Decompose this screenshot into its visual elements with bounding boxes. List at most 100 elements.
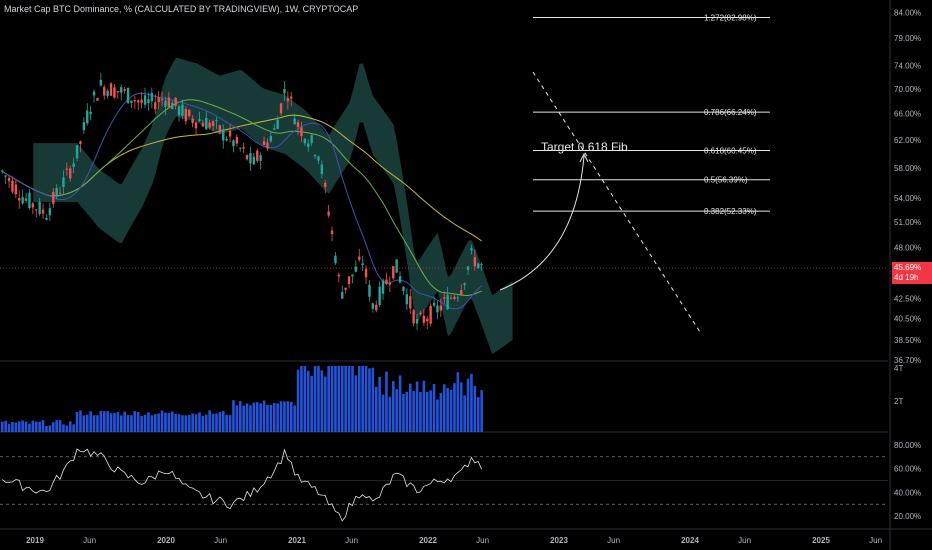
dashed-trendline	[532, 71, 701, 333]
volume-bar-132	[449, 389, 453, 432]
candle-body-88	[300, 127, 303, 137]
volume-bar-28	[96, 415, 99, 432]
fib-label-3: 0.5(56.39%)	[704, 176, 748, 185]
volume-bar-140	[476, 397, 480, 432]
candle-body-71	[242, 147, 245, 149]
volume-bar-9	[31, 420, 35, 432]
candle-body-129	[439, 305, 443, 311]
target-arrow	[499, 155, 585, 291]
candle-body-83	[283, 89, 286, 94]
candle-body-43	[147, 99, 150, 104]
candle-body-11	[38, 201, 41, 215]
volume-bar-110	[374, 386, 378, 432]
candle-body-113	[385, 279, 388, 285]
volume-bar-49	[167, 412, 171, 432]
ichimoku-cloud	[33, 57, 513, 355]
candle-body-30	[103, 87, 106, 96]
candle-body-94	[320, 164, 324, 174]
candle-body-139	[473, 257, 477, 267]
volume-bar-86	[293, 405, 296, 432]
candle-body-89	[303, 138, 307, 144]
volume-bar-141	[480, 390, 483, 432]
volume-bar-100	[340, 366, 344, 432]
price-axis-tick-10: 42.50%	[894, 294, 921, 303]
rsi-axis-tick-2: 40.00%	[894, 488, 921, 497]
volume-bar-15	[51, 422, 55, 432]
current-price-tag: 45.69% 4d 19h	[892, 262, 932, 284]
volume-bar-23	[79, 410, 82, 432]
volume-bar-50	[170, 411, 174, 432]
volume-bar-63	[215, 413, 218, 432]
candle-body-16	[55, 187, 58, 196]
target-annotation: Target 0.618 Fib	[541, 140, 628, 154]
price-axis-tick-9: 48.00%	[894, 243, 921, 252]
candle-body-104	[354, 266, 358, 272]
candle-body-110	[375, 304, 378, 311]
volume-bar-61	[208, 410, 211, 432]
rsi-pane	[0, 448, 888, 522]
candle-body-40	[137, 100, 140, 103]
candle-body-68	[232, 140, 235, 147]
volume-bar-118	[402, 394, 405, 432]
candle-body-86	[293, 118, 296, 125]
candle-body-29	[99, 79, 103, 86]
volume-bar-42	[143, 414, 147, 432]
volume-bar-72	[245, 403, 249, 432]
volume-bar-12	[41, 420, 45, 432]
volume-bar-10	[34, 421, 38, 432]
rsi-line	[2, 448, 482, 522]
volume-bar-4	[14, 422, 18, 432]
volume-bar-79	[269, 404, 273, 432]
volume-bar-133	[453, 383, 456, 432]
volume-bar-67	[228, 415, 232, 432]
volume-bar-116	[395, 389, 398, 432]
candle-body-10	[35, 209, 38, 211]
time-axis-tick-5: Jun	[345, 536, 358, 545]
fib-label-1: 0.786(66.24%)	[704, 108, 757, 117]
volume-bar-32	[109, 413, 113, 432]
candle-body-135	[460, 290, 463, 295]
volume-bar-16	[55, 420, 58, 432]
candle-body-57	[194, 122, 198, 129]
volume-bar-48	[164, 412, 167, 432]
candle-body-134	[456, 297, 460, 299]
volume-bar-11	[38, 421, 41, 432]
volume-bar-114	[388, 396, 392, 432]
candle-body-131	[446, 294, 449, 310]
candle-body-92	[313, 155, 317, 157]
volume-bar-17	[58, 420, 62, 432]
volume-bar-127	[432, 383, 436, 432]
candle-body-27	[92, 91, 96, 96]
volume-bar-104	[354, 375, 358, 432]
rsi-axis-tick-1: 60.00%	[894, 465, 921, 474]
candle-body-49	[167, 97, 171, 108]
volume-bar-109	[371, 367, 375, 432]
candle-body-79	[269, 136, 273, 142]
volume-bar-35	[119, 415, 123, 432]
volume-bar-92	[313, 366, 317, 432]
candle-body-108	[368, 284, 371, 297]
time-axis-tick-1: Jun	[83, 536, 96, 545]
time-axis-tick-13: Jun	[869, 536, 882, 545]
candle-body-99	[337, 274, 341, 277]
candle-body-130	[443, 297, 446, 299]
candle-body-1	[4, 175, 7, 177]
candle-body-3	[11, 180, 14, 192]
candle-body-39	[133, 100, 137, 102]
volume-bar-96	[327, 366, 330, 432]
candle-body-54	[184, 108, 188, 122]
time-axis-tick-8: 2023	[550, 536, 568, 545]
volume-bar-87	[296, 369, 300, 432]
candle-body-38	[130, 100, 133, 104]
volume-bar-97	[330, 366, 334, 432]
time-axis-tick-0: 2019	[26, 536, 44, 545]
candle-body-47	[160, 99, 164, 101]
price-axis-tick-1: 79.00%	[894, 34, 921, 43]
candle-body-109	[371, 303, 375, 309]
volume-bar-20	[68, 421, 72, 432]
ma-blue-line	[2, 92, 482, 310]
candle-body-21	[72, 163, 75, 167]
volume-bar-136	[463, 395, 466, 432]
volume-bar-26	[89, 411, 92, 432]
